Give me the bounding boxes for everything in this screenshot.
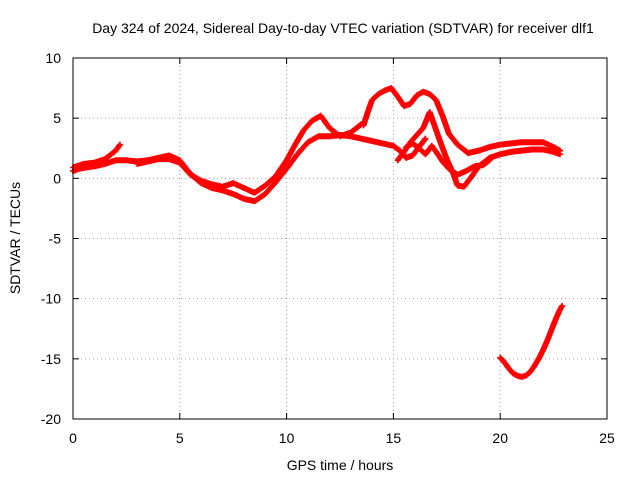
x-tick-label: 5	[176, 430, 184, 446]
x-tick-label: 15	[386, 430, 402, 446]
x-tick-label: 0	[69, 430, 77, 446]
y-tick-label: 0	[53, 170, 61, 186]
chart: Day 324 of 2024, Sidereal Day-to-day VTE…	[0, 0, 640, 480]
series-arc-G	[497, 303, 565, 380]
y-tick-label: -15	[41, 351, 61, 367]
y-tick-label: -5	[49, 231, 62, 247]
x-tick-label: 10	[279, 430, 295, 446]
x-tick-label: 25	[599, 430, 615, 446]
y-tick-label: -10	[41, 291, 61, 307]
chart-title: Day 324 of 2024, Sidereal Day-to-day VTE…	[92, 20, 594, 36]
y-tick-label: 5	[53, 110, 61, 126]
y-tick-label: 10	[45, 50, 61, 66]
y-tick-label: -20	[41, 411, 61, 427]
data-points	[70, 85, 565, 380]
series-arc-A	[70, 132, 428, 204]
y-axis-label: SDTVAR / TECUs	[7, 182, 23, 294]
x-axis-label: GPS time / hours	[287, 457, 394, 473]
axes: 0 5 10 15 20 25 -20 -15 -10 -5 0 5 10	[41, 50, 615, 446]
grid	[73, 58, 607, 419]
x-tick-label: 20	[492, 430, 508, 446]
